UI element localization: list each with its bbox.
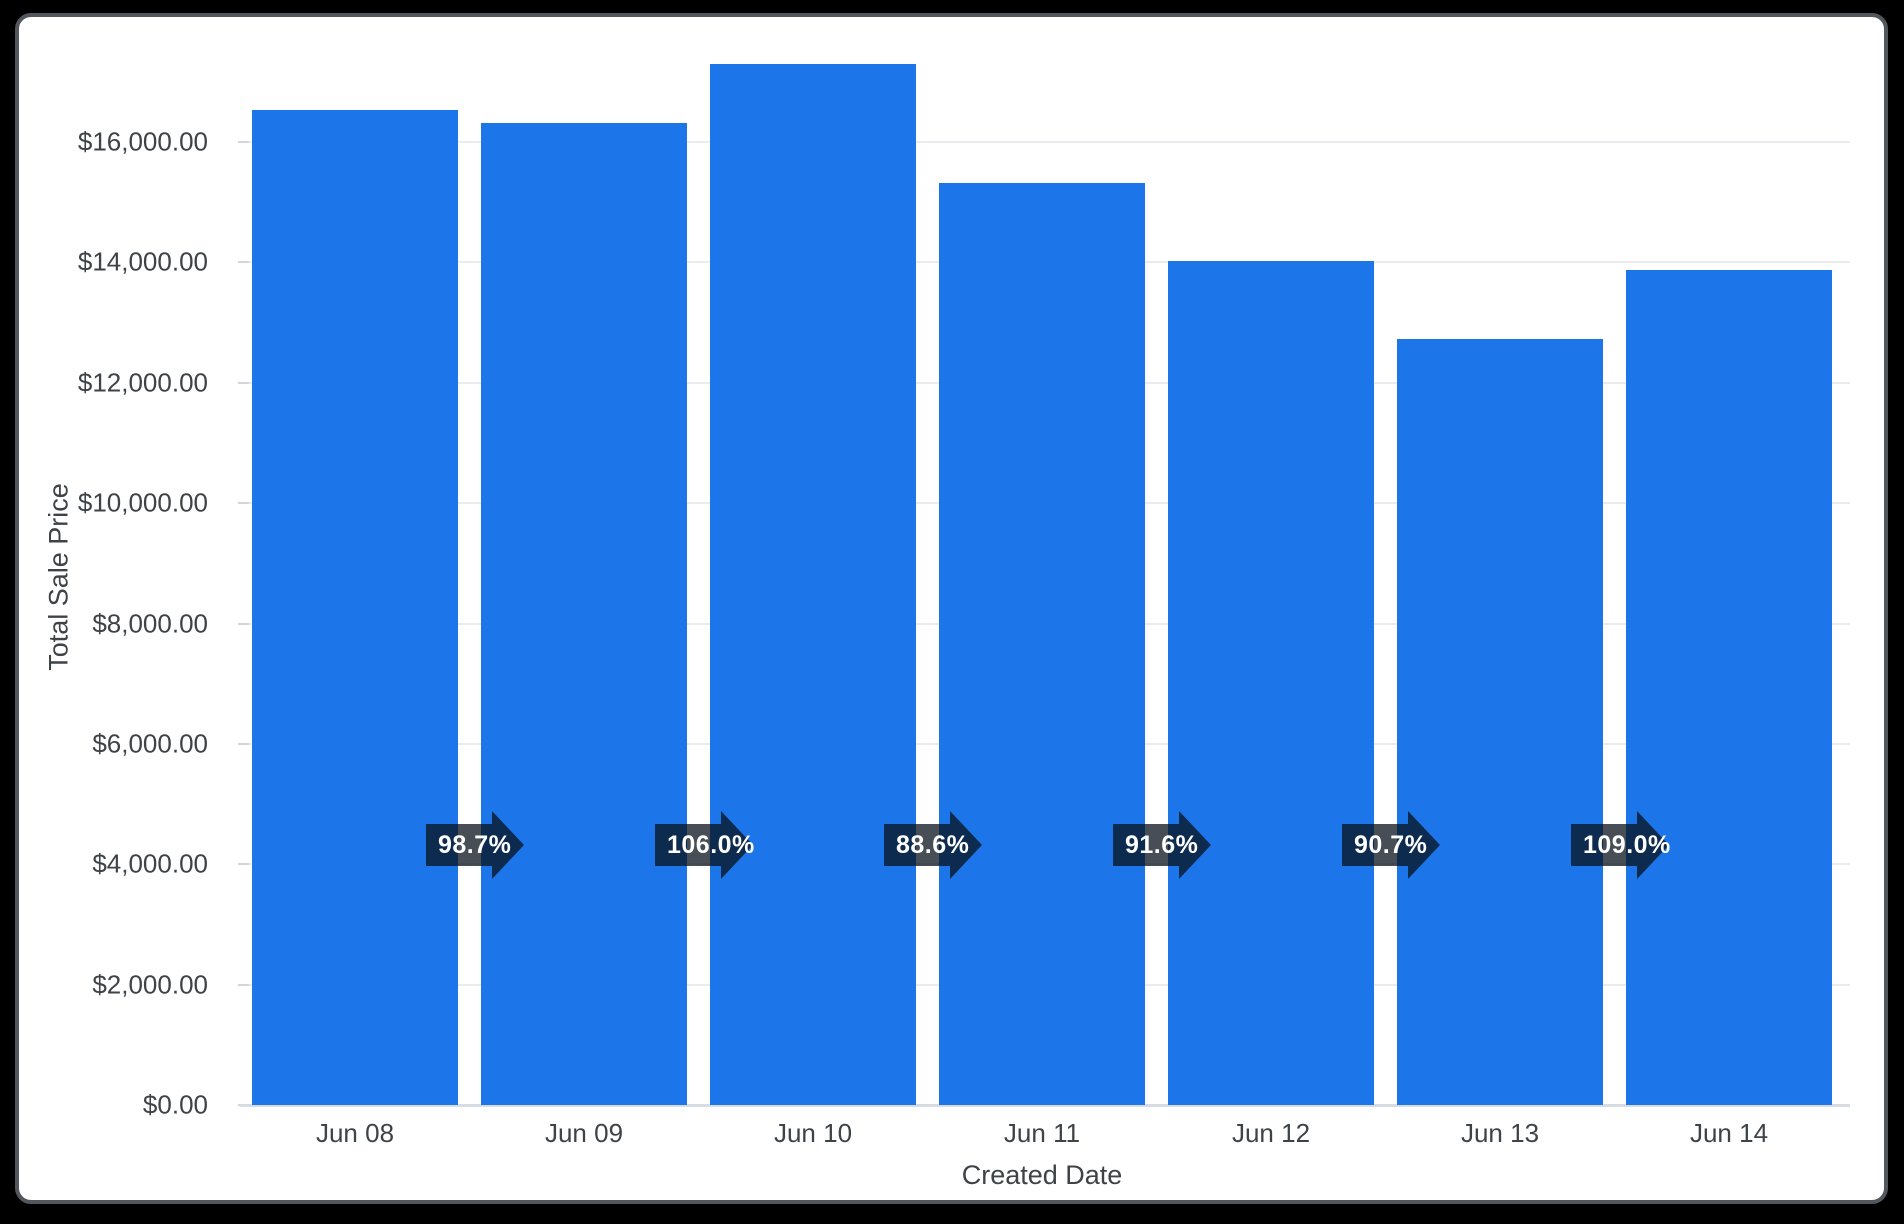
y-axis-tick (238, 261, 249, 264)
right-arrow-icon (492, 811, 524, 879)
percent-badge-body (426, 824, 492, 866)
y-tick-label: $2,000.00 (92, 969, 208, 1000)
y-tick-label: $14,000.00 (77, 246, 208, 277)
bar-jun-10[interactable] (710, 64, 916, 1105)
x-tick-label: Jun 12 (1231, 1118, 1311, 1148)
y-tick-label: $8,000.00 (92, 608, 208, 638)
percent-badge-label: 98.7% (438, 830, 512, 859)
y-axis-tick (238, 381, 249, 384)
percent-badge: 88.6% (884, 811, 982, 879)
y-axis-tick (238, 141, 249, 143)
x-axis-title: Created Date (961, 1160, 1123, 1190)
x-tick-label: Jun 13 (1460, 1118, 1540, 1148)
percent-badge: 91.6% (1113, 811, 1211, 879)
percent-badge: 109.0% (1571, 811, 1671, 879)
x-tick-label: Jun 08 (315, 1118, 395, 1148)
bar-jun-13[interactable] (1397, 338, 1603, 1105)
y-tick-label: $10,000.00 (77, 487, 208, 518)
gridline (248, 141, 1850, 143)
percent-badge: 98.7% (426, 811, 524, 879)
y-tick-label: $4,000.00 (92, 848, 208, 879)
percent-badge-label: 106.0% (667, 830, 755, 859)
x-axis-line (240, 1104, 1850, 1107)
y-tick-label: $6,000.00 (92, 728, 208, 759)
y-axis-tick (238, 863, 249, 866)
right-arrow-icon (1408, 811, 1440, 879)
bar-jun-08[interactable] (252, 110, 458, 1105)
percent-badge-body (655, 824, 721, 866)
percent-badge-body (1571, 824, 1637, 866)
right-arrow-icon (1637, 811, 1669, 879)
percent-badge-label: 88.6% (896, 830, 970, 859)
bar-jun-11[interactable] (939, 182, 1145, 1105)
bar-chart: Total Sale Price Created Date $0.00 $2,00… (19, 17, 1884, 1200)
y-axis-tick (238, 622, 249, 625)
chart-card: Total Sale Price Created Date $0.00 $2,00… (15, 13, 1888, 1204)
y-axis-tick (238, 502, 249, 505)
right-arrow-icon (950, 811, 982, 879)
right-arrow-icon (721, 811, 753, 879)
percent-badge-body (884, 824, 950, 866)
bar-jun-09[interactable] (481, 123, 687, 1105)
y-tick-label: $16,000.00 (77, 126, 208, 157)
percent-badge-body (1342, 824, 1408, 866)
y-tick-label: $0.00 (142, 1089, 208, 1120)
y-axis-tick (238, 742, 249, 745)
percent-badge-label: 109.0% (1583, 830, 1671, 859)
right-arrow-icon (1179, 811, 1211, 879)
percent-badge: 106.0% (655, 811, 755, 879)
y-tick-label: $12,000.00 (77, 367, 208, 398)
x-tick-label: Jun 09 (544, 1118, 624, 1148)
percent-badge: 90.7% (1342, 811, 1440, 879)
percent-badge-body (1113, 824, 1179, 866)
bar-jun-12[interactable] (1168, 260, 1374, 1105)
x-tick-label: Jun 10 (773, 1118, 853, 1148)
percent-badge-label: 91.6% (1125, 830, 1199, 859)
y-axis-tick (238, 983, 249, 986)
x-tick-label: Jun 14 (1689, 1118, 1769, 1148)
percent-badge-label: 90.7% (1354, 830, 1428, 859)
x-tick-label: Jun 11 (1003, 1118, 1081, 1148)
bar-jun-14[interactable] (1626, 270, 1832, 1105)
